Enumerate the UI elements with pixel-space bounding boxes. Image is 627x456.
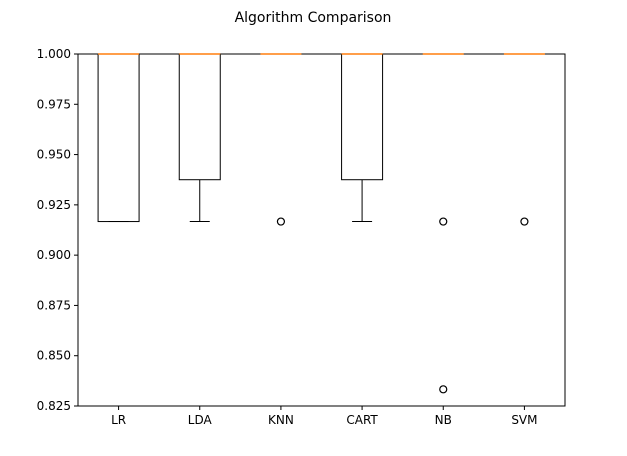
x-tick-label: KNN	[268, 413, 294, 427]
plot-area: 0.825 0.850 0.875 0.900 0.925 0.950 0.975 1.000…	[37, 47, 566, 427]
x-tick-label: LDA	[188, 413, 213, 427]
outlier-point	[276, 217, 286, 226]
axes-frame	[77, 53, 566, 407]
y-tick-label: 0.850	[37, 349, 71, 363]
box-lr	[97, 53, 140, 223]
y-tick-label: 0.875	[37, 298, 71, 312]
y-tick-label: 0.925	[37, 198, 71, 212]
x-tick-label: SVM	[511, 413, 537, 427]
outlier-point	[439, 385, 448, 394]
x-tick-label: LR	[111, 413, 126, 427]
x-tick-label: CART	[346, 413, 378, 427]
outlier-point	[520, 217, 529, 226]
y-tick-label: 0.900	[37, 248, 71, 262]
y-tick-label: 0.825	[37, 399, 71, 413]
box-lda	[178, 53, 221, 181]
y-tick-label: 0.975	[37, 97, 71, 111]
chart-title: Algorithm Comparison	[235, 10, 392, 26]
box-cart	[341, 53, 384, 181]
x-tick-label: NB	[435, 413, 452, 427]
y-tick-label: 1.000	[37, 47, 71, 61]
outlier-point	[439, 217, 448, 226]
y-tick-label: 0.950	[37, 148, 71, 162]
